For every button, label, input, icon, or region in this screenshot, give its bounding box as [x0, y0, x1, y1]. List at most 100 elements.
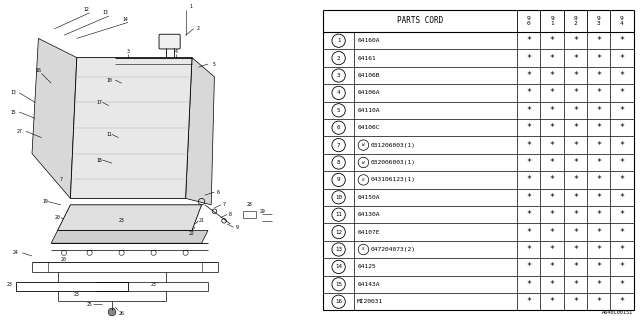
Text: *: * [526, 175, 531, 184]
Text: *: * [526, 245, 531, 254]
Text: *: * [620, 106, 625, 115]
Text: 64110A: 64110A [357, 108, 380, 113]
Text: 64125: 64125 [357, 264, 376, 269]
Text: 20: 20 [61, 257, 67, 262]
Text: 1: 1 [337, 38, 340, 43]
Polygon shape [186, 58, 214, 205]
Text: 64106A: 64106A [357, 90, 380, 95]
Text: 13: 13 [335, 247, 342, 252]
Text: *: * [573, 88, 578, 97]
Text: 031206003(1): 031206003(1) [371, 143, 415, 148]
Text: *: * [620, 228, 625, 236]
Text: *: * [573, 210, 578, 219]
Text: *: * [550, 36, 555, 45]
Text: *: * [550, 123, 555, 132]
Text: *: * [620, 88, 625, 97]
Text: 12: 12 [84, 7, 89, 12]
Text: *: * [596, 140, 601, 149]
Text: *: * [526, 36, 531, 45]
Text: 2: 2 [337, 56, 340, 60]
Text: MI20031: MI20031 [357, 299, 383, 304]
Text: 9: 9 [236, 225, 238, 230]
Text: 9
0: 9 0 [527, 16, 531, 26]
Text: *: * [526, 71, 531, 80]
Text: 5: 5 [337, 108, 340, 113]
Text: 6: 6 [216, 189, 219, 195]
Text: 9: 9 [337, 177, 340, 182]
Text: 11: 11 [106, 132, 111, 137]
Text: 23: 23 [74, 292, 79, 297]
Text: 24: 24 [13, 250, 19, 255]
Text: *: * [526, 210, 531, 219]
Text: *: * [573, 158, 578, 167]
Text: *: * [573, 280, 578, 289]
Text: 9
1: 9 1 [550, 16, 554, 26]
Text: *: * [550, 245, 555, 254]
Text: *: * [526, 140, 531, 149]
Text: 9
2: 9 2 [573, 16, 577, 26]
Text: *: * [596, 106, 601, 115]
Text: 64160A: 64160A [357, 38, 380, 43]
Text: *: * [550, 297, 555, 306]
Text: *: * [573, 175, 578, 184]
Text: *: * [573, 71, 578, 80]
Text: 14: 14 [335, 264, 342, 269]
Text: 23: 23 [151, 282, 156, 287]
Text: *: * [620, 71, 625, 80]
Text: W: W [362, 161, 365, 164]
Text: 4: 4 [337, 90, 340, 95]
Text: 9
4: 9 4 [620, 16, 624, 26]
Text: 23: 23 [119, 218, 124, 223]
Text: 7: 7 [60, 177, 62, 182]
Text: 29: 29 [260, 209, 265, 214]
Text: S: S [362, 247, 365, 252]
Text: 17: 17 [97, 100, 102, 105]
Text: 16: 16 [36, 68, 41, 73]
Text: *: * [620, 193, 625, 202]
Text: *: * [620, 245, 625, 254]
Text: *: * [596, 71, 601, 80]
Text: *: * [596, 158, 601, 167]
Text: *: * [550, 71, 555, 80]
Circle shape [108, 308, 116, 316]
Text: *: * [596, 210, 601, 219]
Text: *: * [526, 297, 531, 306]
Text: *: * [596, 123, 601, 132]
Text: 27: 27 [17, 129, 22, 134]
Text: *: * [526, 106, 531, 115]
Text: *: * [596, 36, 601, 45]
Text: 64130A: 64130A [357, 212, 380, 217]
Text: *: * [526, 123, 531, 132]
Text: 3: 3 [127, 49, 129, 54]
Text: *: * [596, 193, 601, 202]
Text: *: * [573, 53, 578, 63]
Text: PARTS CORD: PARTS CORD [397, 16, 444, 25]
Text: 21: 21 [199, 218, 204, 223]
Text: *: * [620, 123, 625, 132]
Text: 64150A: 64150A [357, 195, 380, 200]
Text: *: * [573, 123, 578, 132]
Text: 25: 25 [87, 301, 92, 307]
Text: 26: 26 [119, 311, 124, 316]
Text: *: * [550, 53, 555, 63]
Text: 64161: 64161 [357, 56, 376, 60]
Text: S: S [362, 178, 365, 182]
Text: 12: 12 [335, 230, 342, 235]
Text: *: * [550, 228, 555, 236]
Text: *: * [550, 280, 555, 289]
Text: *: * [550, 193, 555, 202]
Text: 19: 19 [42, 199, 47, 204]
Text: 13: 13 [103, 10, 108, 15]
Text: 64143A: 64143A [357, 282, 380, 287]
Text: *: * [526, 280, 531, 289]
Text: 22: 22 [189, 231, 195, 236]
Text: *: * [573, 245, 578, 254]
Text: *: * [620, 210, 625, 219]
Text: 2: 2 [197, 26, 200, 31]
FancyBboxPatch shape [159, 34, 180, 49]
Text: *: * [526, 88, 531, 97]
Text: 047204073(2): 047204073(2) [371, 247, 415, 252]
Text: *: * [573, 140, 578, 149]
Text: 13: 13 [10, 90, 15, 95]
Text: 7: 7 [223, 202, 225, 207]
